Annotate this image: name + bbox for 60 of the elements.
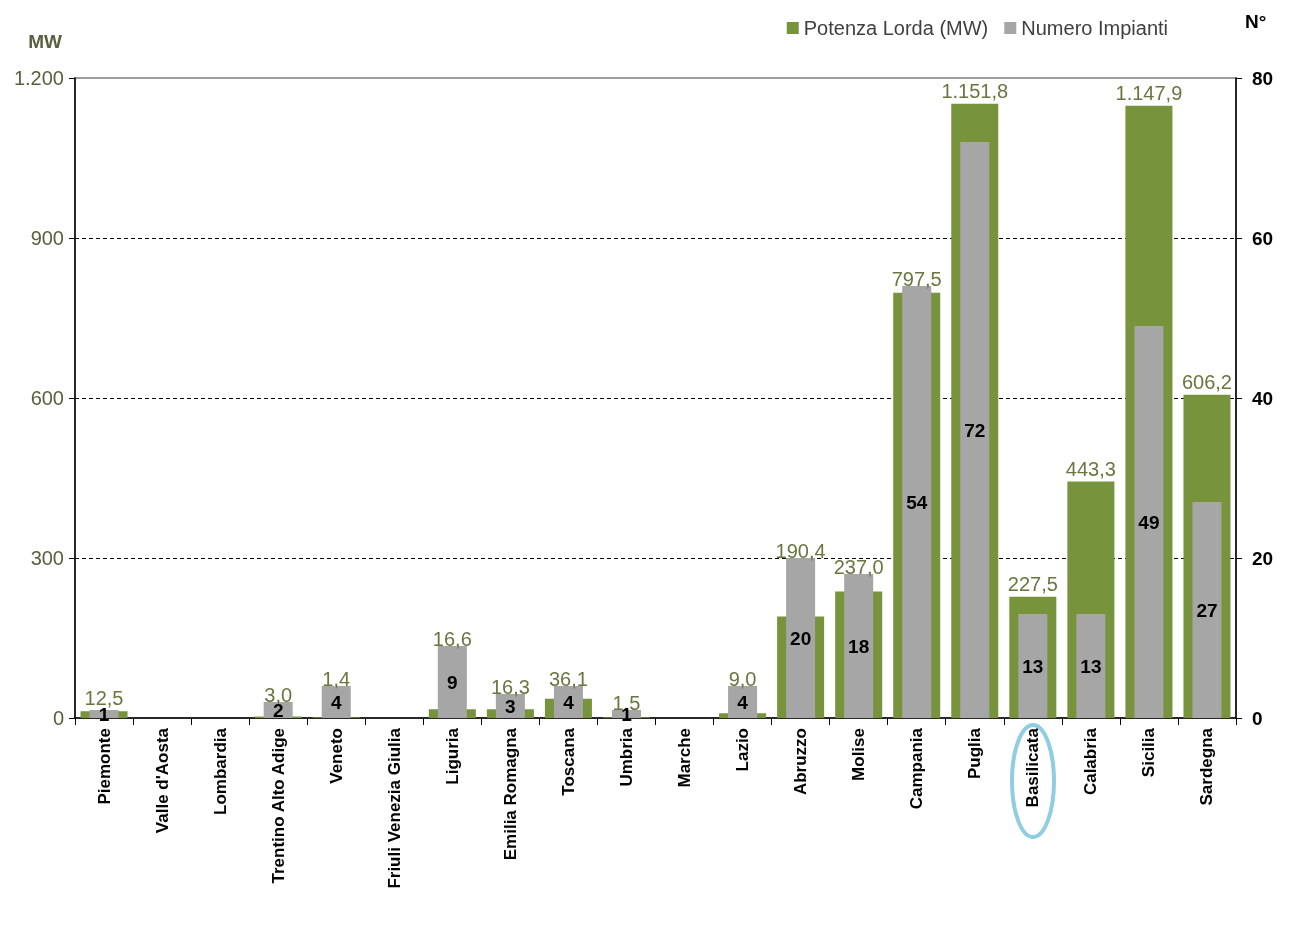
y-tick-label: 0 xyxy=(52,707,64,729)
data-label: 49 xyxy=(1138,511,1160,533)
y-tick-label: 300 xyxy=(30,547,64,569)
y2-tick-label: 20 xyxy=(1252,547,1274,569)
data-label: 20 xyxy=(790,627,812,649)
x-tick-label: Calabria xyxy=(1081,727,1101,796)
data-label: 72 xyxy=(964,419,986,441)
x-tick-label: Veneto xyxy=(326,728,346,784)
x-tick-label: Friuli Venezia Giulia xyxy=(384,727,404,889)
data-label: 9 xyxy=(447,671,458,693)
y-tick-label: 900 xyxy=(30,227,64,249)
x-tick-label: Abruzzo xyxy=(791,728,811,796)
data-label: 606,2 xyxy=(1181,370,1233,393)
data-label: 797,5 xyxy=(891,268,942,290)
x-tick-label: Valle d'Aosta xyxy=(152,727,172,834)
data-label: 1.151,8 xyxy=(941,79,1009,102)
y2-axis-title: N° xyxy=(1245,11,1267,32)
y2-tick-label: 60 xyxy=(1252,227,1274,249)
data-label: 4 xyxy=(330,691,342,713)
y-tick-label: 600 xyxy=(30,387,64,409)
x-tick-label: Umbria xyxy=(616,727,636,787)
x-tick-label: Marche xyxy=(675,728,695,788)
data-label: 27 xyxy=(1196,599,1218,621)
data-label: 16,6 xyxy=(432,628,472,650)
y2-tick-label: 80 xyxy=(1252,67,1274,89)
data-label: 237,0 xyxy=(833,556,884,578)
y2-tick-label: 40 xyxy=(1252,387,1274,409)
x-tick-label: Lombardia xyxy=(210,727,230,815)
legend-label: Potenza Lorda (MW) xyxy=(803,17,989,39)
data-label: 4 xyxy=(737,691,749,713)
y-axis-title: MW xyxy=(28,31,63,52)
data-label: 54 xyxy=(906,491,928,513)
x-tick-label: Sicilia xyxy=(1139,727,1159,778)
data-label: 9,0 xyxy=(728,668,757,690)
x-tick-label: Campania xyxy=(907,727,927,810)
data-label: 13 xyxy=(1080,655,1102,677)
data-label: 13 xyxy=(1022,655,1044,677)
x-tick-label: Lazio xyxy=(733,728,753,772)
x-tick-label: Molise xyxy=(849,728,869,781)
data-label: 227,5 xyxy=(1007,572,1058,595)
data-label: 4 xyxy=(563,691,575,713)
x-tick-label: Basilicata xyxy=(1023,727,1043,808)
data-label: 1.147,9 xyxy=(1115,81,1183,104)
x-tick-label: Puglia xyxy=(965,727,985,780)
data-label: 36,1 xyxy=(548,668,588,690)
x-tick-label: Trentino Alto Adige xyxy=(268,728,288,884)
data-label: 18 xyxy=(848,635,870,657)
x-tick-label: Piemonte xyxy=(94,728,114,805)
x-tick-label: Toscana xyxy=(558,727,578,796)
data-label: 443,3 xyxy=(1065,457,1116,480)
y2-tick-label: 0 xyxy=(1252,707,1263,729)
data-label: 190,4 xyxy=(775,540,826,562)
x-tick-label: Emilia Romagna xyxy=(500,727,520,861)
x-tick-label: Sardegna xyxy=(1197,727,1217,806)
data-label: 3 xyxy=(505,695,516,717)
data-label: 1,4 xyxy=(322,668,351,690)
y-tick-label: 1.200 xyxy=(13,67,64,89)
data-label: 16,3 xyxy=(490,676,530,698)
x-tick-label: Liguria xyxy=(442,727,462,785)
legend-label: Numero Impianti xyxy=(1021,17,1168,39)
